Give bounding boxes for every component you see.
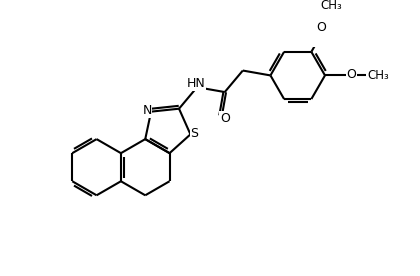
- Text: O: O: [316, 21, 326, 34]
- Text: CH₃: CH₃: [320, 0, 342, 12]
- Text: O: O: [346, 68, 356, 81]
- Text: S: S: [191, 127, 199, 140]
- Text: N: N: [142, 104, 152, 117]
- Text: HN: HN: [187, 77, 206, 90]
- Text: O: O: [220, 112, 230, 124]
- Text: CH₃: CH₃: [367, 69, 389, 82]
